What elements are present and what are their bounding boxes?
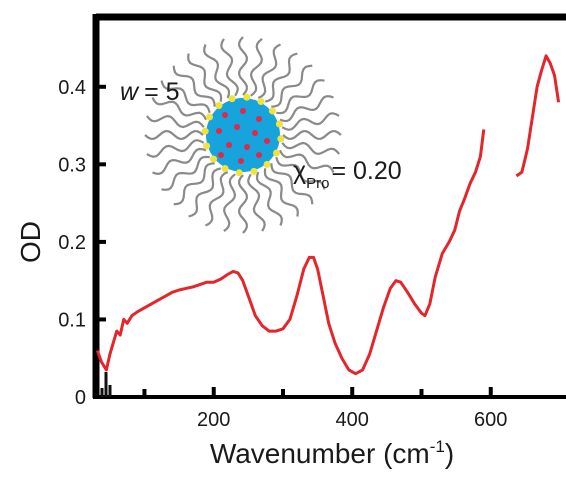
micelle-tail xyxy=(151,96,207,121)
micelle-head xyxy=(210,155,218,163)
y-tick-label: 0.4 xyxy=(58,77,86,99)
micelle-tail xyxy=(281,141,340,156)
y-tick-label: 0.2 xyxy=(58,232,86,254)
micelle-head xyxy=(215,102,223,110)
micelle-tail xyxy=(161,155,210,191)
x-axis-title-end: ) xyxy=(445,438,454,469)
micelle-solute xyxy=(240,108,246,114)
micelle-tail xyxy=(146,139,205,158)
annotation-w: w = 5 xyxy=(120,78,180,106)
micelle-tail xyxy=(276,79,325,115)
micelle-head xyxy=(228,95,236,103)
micelle-head xyxy=(257,98,265,106)
series-layer xyxy=(95,54,561,376)
micelle-solute xyxy=(222,112,228,118)
annotation-w-var: w xyxy=(120,78,140,106)
micelle-head-groups xyxy=(201,93,285,177)
micelle-tails xyxy=(144,36,342,234)
micelle-illustration xyxy=(144,36,342,234)
micelle-tail xyxy=(247,173,266,232)
baseline-artifacts xyxy=(100,372,112,397)
micelle-head xyxy=(250,167,258,175)
micelle-head xyxy=(243,93,251,101)
y-tick-label: 0.1 xyxy=(58,309,86,331)
micelle-tail xyxy=(263,168,299,217)
series-line-segment xyxy=(95,129,486,376)
micelle-head xyxy=(275,120,283,128)
micelle-solute xyxy=(244,144,250,150)
micelle-solute xyxy=(218,152,224,158)
micelle-tail xyxy=(146,114,205,129)
micelle-tail xyxy=(264,52,298,103)
micelle-solute xyxy=(226,142,232,148)
micelle-solute xyxy=(256,116,262,122)
micelle-head xyxy=(263,160,271,168)
annotation-chi: χPro= 0.20 xyxy=(293,157,402,192)
micelle-head xyxy=(268,107,276,115)
micelle-tail xyxy=(160,80,211,114)
micelle-tail xyxy=(255,171,283,226)
micelle-head xyxy=(272,149,280,157)
micelle-solute xyxy=(256,152,262,158)
micelle-tail xyxy=(188,167,222,218)
annotation-chi-symbol: χ xyxy=(293,157,306,185)
micelle-solutes xyxy=(216,108,270,164)
micelle-tail xyxy=(271,64,313,108)
annotation-chi-eq: = 0.20 xyxy=(331,157,401,185)
micelle-solute xyxy=(216,128,222,134)
annotation-chi-sub: Pro xyxy=(306,175,329,192)
micelle-head xyxy=(221,164,229,172)
micelle-tail xyxy=(222,173,237,232)
micelle-solute xyxy=(264,138,270,144)
y-axis-title: OD xyxy=(15,221,46,263)
micelle-tail xyxy=(238,36,248,96)
micelle-head xyxy=(277,135,285,143)
micelle-tail xyxy=(152,147,207,175)
annotation-w-eq: = 5 xyxy=(144,78,179,106)
micelle-head xyxy=(201,127,209,135)
micelle-tail xyxy=(279,149,335,174)
micelle-tail xyxy=(279,95,334,123)
micelle-tail xyxy=(220,38,239,97)
micelle-head xyxy=(206,113,214,121)
micelle-solute xyxy=(234,124,240,130)
y-tick-label: 0.3 xyxy=(58,154,86,176)
micelle-tail xyxy=(249,38,264,97)
x-axis-title: Wavenumber (cm-1) xyxy=(210,437,454,469)
series-line-segment xyxy=(515,54,561,178)
micelle-tail xyxy=(270,163,314,205)
micelle-tail xyxy=(172,65,216,107)
x-tick-label: 200 xyxy=(197,409,230,431)
micelle-tail xyxy=(281,112,340,131)
micelle-solute xyxy=(238,158,244,164)
micelle-head xyxy=(235,169,243,177)
micelle-tail xyxy=(173,162,215,206)
micelle-tail xyxy=(275,156,326,190)
micelle-tail xyxy=(257,43,282,99)
y-tick-label: 0 xyxy=(75,387,86,409)
x-tick-label: 400 xyxy=(336,409,369,431)
micelle-tail xyxy=(144,130,204,140)
y-ticks: 0 0.1 0.2 0.3 0.4 xyxy=(58,77,106,409)
micelle-tail xyxy=(282,130,342,140)
micelle-solute xyxy=(252,130,258,136)
x-axis-title-sup: -1 xyxy=(430,437,445,456)
x-tick-label: 600 xyxy=(474,409,507,431)
micelle-tail xyxy=(238,174,248,234)
x-axis-title-main: Wavenumber (cm xyxy=(210,438,430,469)
x-ticks: 200 400 600 xyxy=(142,387,507,431)
micelle-tail xyxy=(204,171,229,227)
micelle-tail xyxy=(203,44,231,99)
micelle-head xyxy=(203,142,211,150)
micelle-tail xyxy=(187,53,223,102)
